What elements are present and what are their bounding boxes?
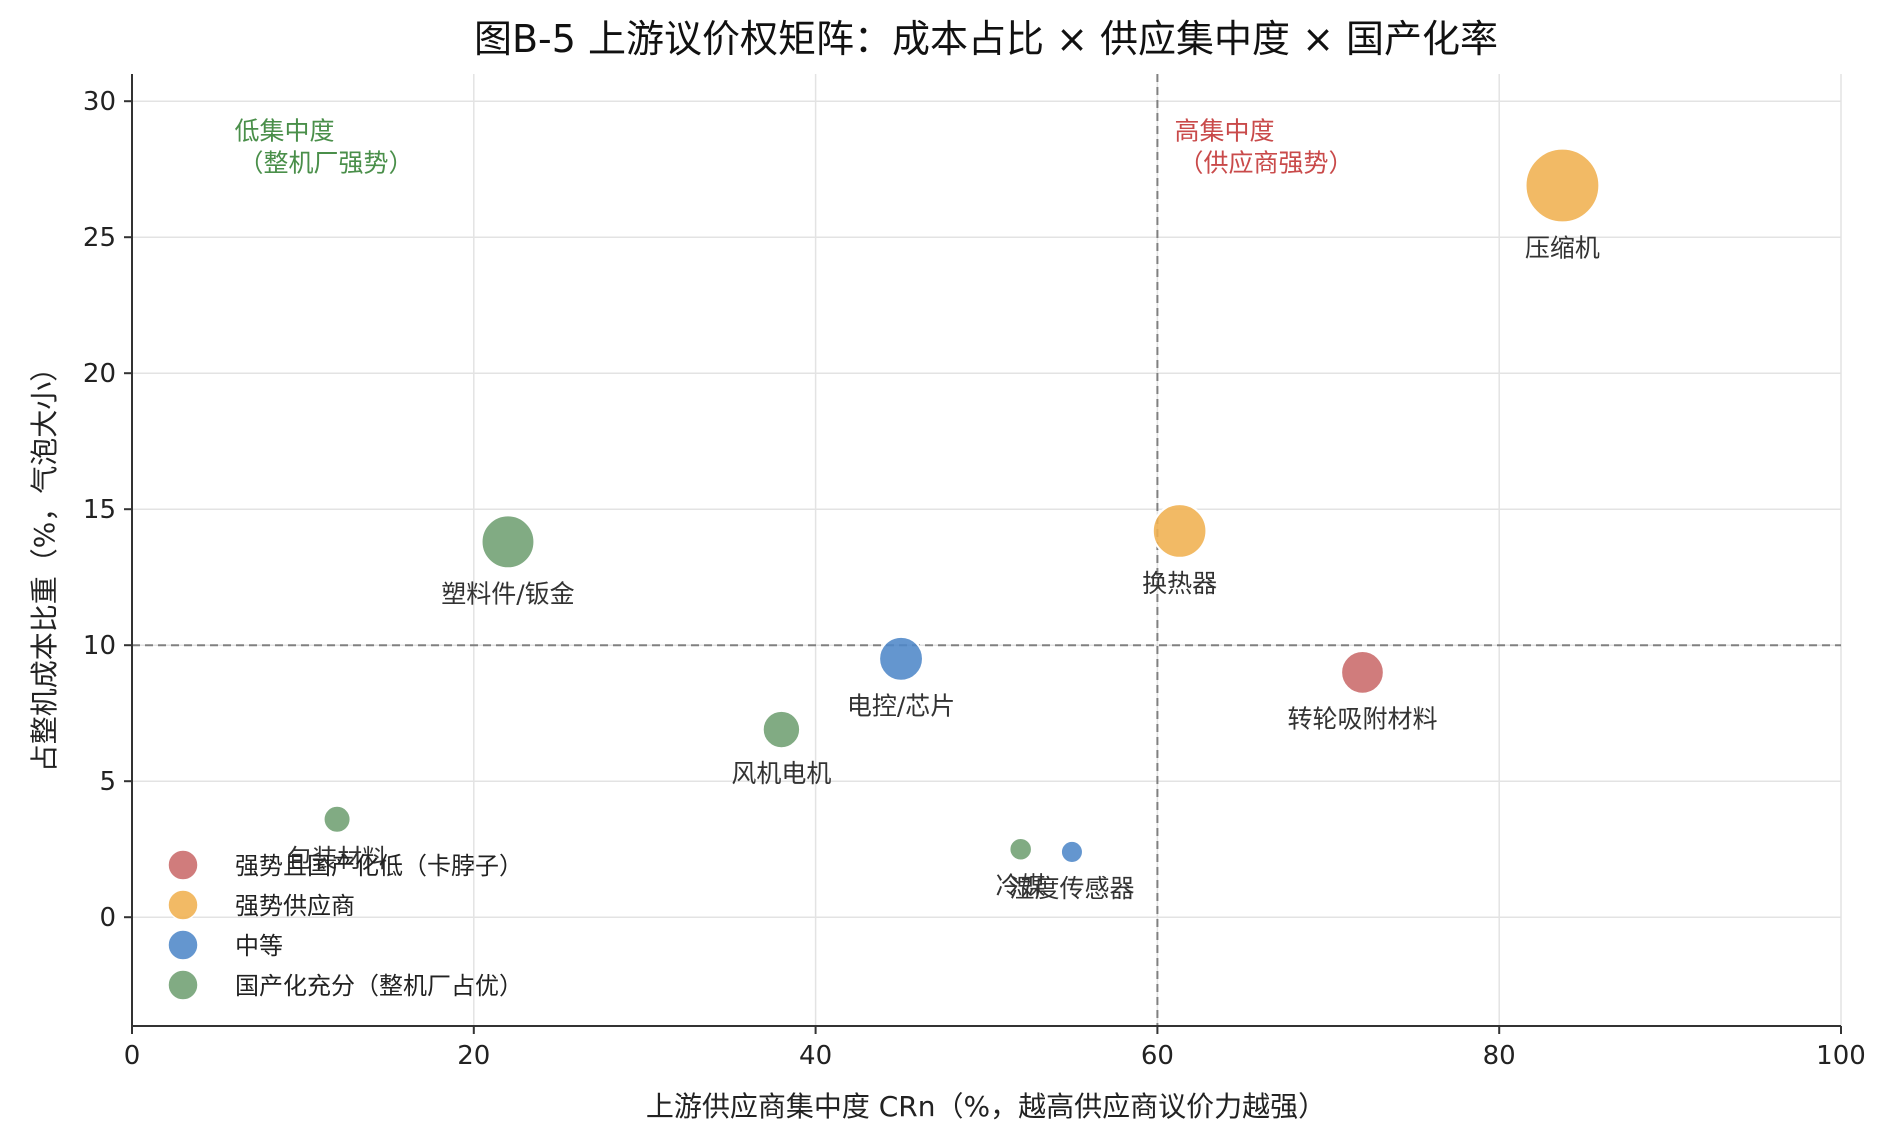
point-label: 风机电机 xyxy=(731,759,831,788)
legend-marker xyxy=(167,929,199,961)
legend-marker xyxy=(167,889,199,921)
y-axis-title: 占整机成本比重（%，气泡大小） xyxy=(28,354,61,773)
bubble-point xyxy=(1340,650,1385,695)
y-tick-label: 20 xyxy=(83,359,116,389)
legend-label: 国产化充分（整机厂占优） xyxy=(235,972,523,1000)
point-label: 包装材料 xyxy=(287,844,387,873)
chart-title: 图B-5 上游议价权矩阵：成本占比 × 供应集中度 × 国产化率 xyxy=(474,17,1498,61)
point-label: 压缩机 xyxy=(1525,233,1600,262)
quadrant-label-line: 高集中度 xyxy=(1174,116,1274,145)
data-points xyxy=(322,147,1601,864)
legend-marker xyxy=(167,969,199,1001)
point-label: 塑料件/钣金 xyxy=(441,579,574,608)
bubble-point xyxy=(322,804,352,834)
bubble-point xyxy=(1059,839,1084,864)
point-label: 电控/芯片 xyxy=(847,692,955,721)
x-tick-label: 80 xyxy=(1483,1041,1516,1071)
bubble-point xyxy=(761,709,802,750)
point-label: 换热器 xyxy=(1142,569,1217,598)
x-tick-label: 40 xyxy=(799,1041,832,1071)
x-tick-label: 60 xyxy=(1141,1041,1174,1071)
y-tick-label: 30 xyxy=(83,87,116,117)
bubble-point xyxy=(878,635,924,682)
grid xyxy=(131,74,1842,1026)
x-tick-label: 20 xyxy=(457,1041,490,1071)
quadrant-label-line: （供应商强势） xyxy=(1178,148,1353,177)
quadrant-label: 高集中度 （供应商强势） xyxy=(1174,116,1353,177)
x-tick-label: 100 xyxy=(1816,1041,1866,1071)
quadrant-labels: 低集中度 （整机厂强势） 高集中度 （供应商强势） xyxy=(235,116,1354,177)
point-label: 湿度传感器 xyxy=(1009,874,1134,903)
bubble-point xyxy=(1008,836,1033,862)
y-tick-label: 15 xyxy=(83,495,116,525)
legend-label: 强势且国产化低（卡脖子） xyxy=(235,852,523,880)
legend-marker xyxy=(167,849,199,881)
x-axis-title: 上游供应商集中度 CRn（%，越高供应商议价力越强） xyxy=(646,1090,1326,1123)
legend-label: 强势供应商 xyxy=(235,892,355,920)
point-label: 冷媒 xyxy=(996,871,1046,900)
point-label: 转轮吸附材料 xyxy=(1287,705,1437,734)
y-tick-label: 10 xyxy=(83,631,116,661)
quadrant-label-line: （整机厂强势） xyxy=(239,148,414,177)
y-tick-label: 0 xyxy=(99,903,116,933)
reference-lines xyxy=(132,74,1841,1026)
legend-label: 中等 xyxy=(235,932,283,960)
y-tick-label: 5 xyxy=(99,767,116,797)
y-tick-label: 25 xyxy=(83,223,116,253)
quadrant-label: 低集中度 （整机厂强势） xyxy=(235,116,414,177)
bubble-point xyxy=(1524,147,1601,224)
bubble-point xyxy=(480,514,536,570)
bubble-point xyxy=(1151,503,1208,559)
quadrant-label-line: 低集中度 xyxy=(235,116,335,145)
x-tick-label: 0 xyxy=(124,1041,141,1071)
axes: 0 20 40 60 80 100 0 5 10 15 20 25 30 xyxy=(83,74,1866,1071)
